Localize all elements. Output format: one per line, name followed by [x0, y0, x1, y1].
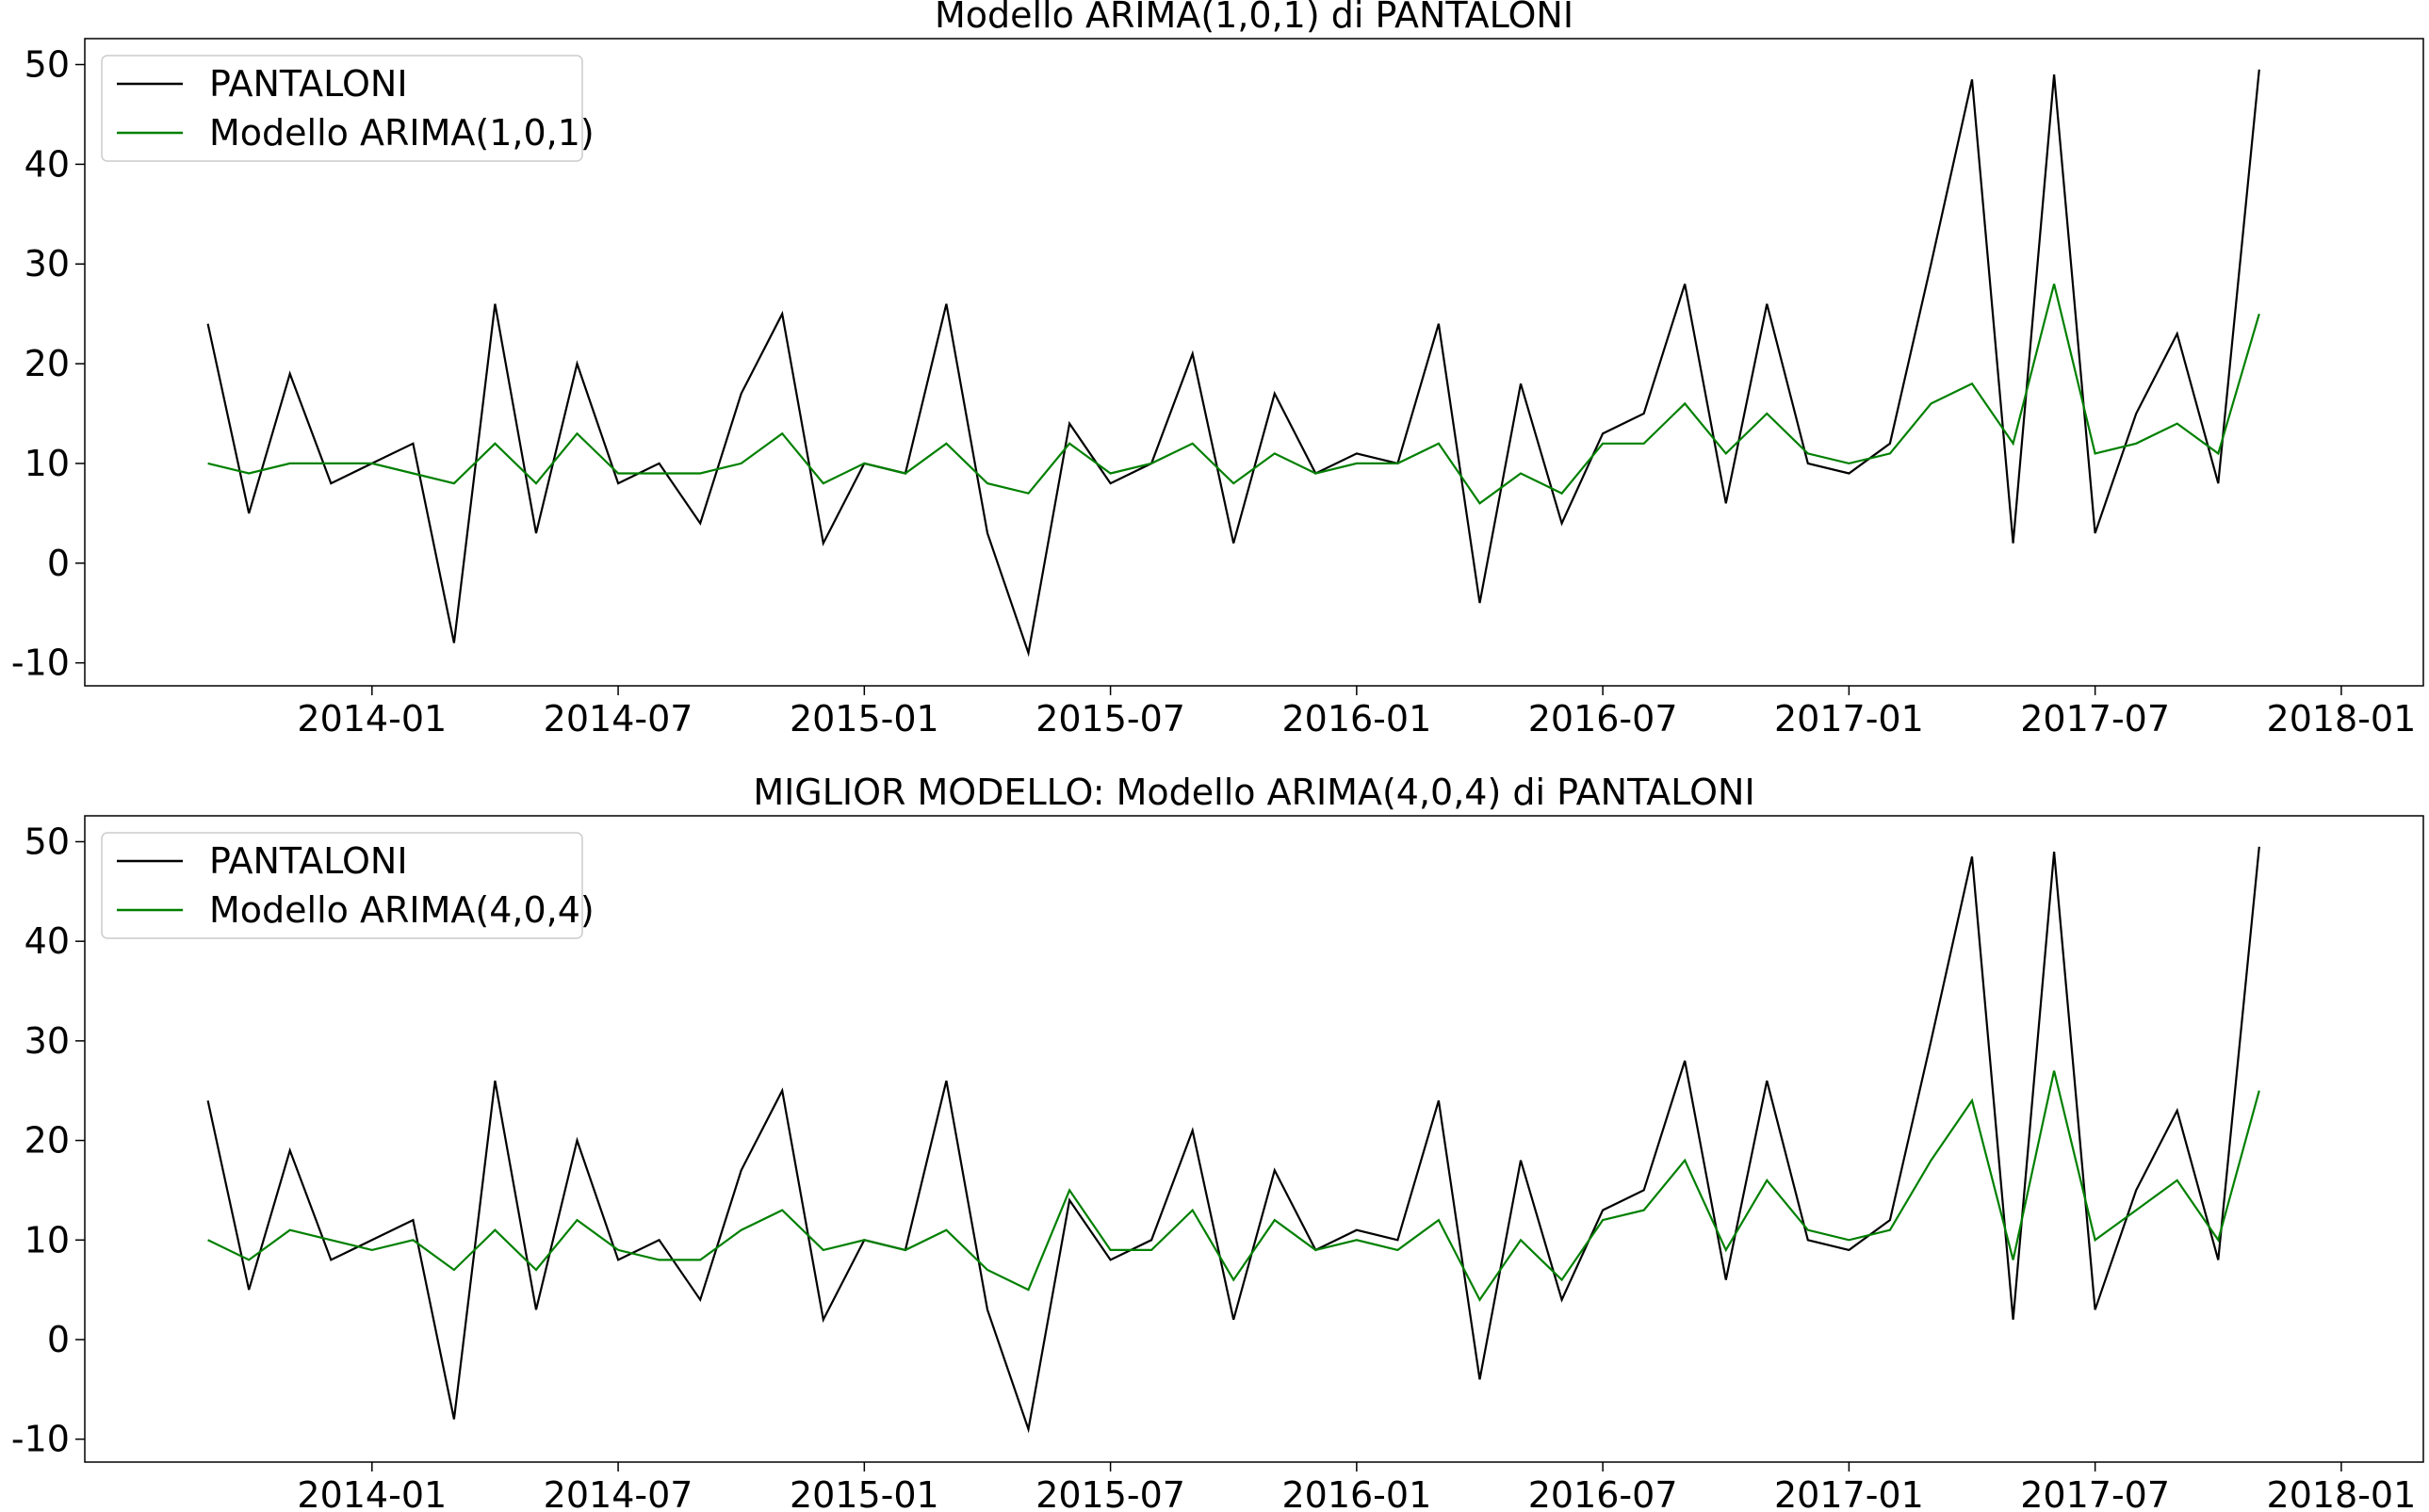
x-tick-label: 2018-01: [2267, 698, 2417, 740]
y-tick-label: 10: [24, 443, 70, 484]
y-tick-label: 40: [24, 920, 70, 962]
x-tick-label: 2016-01: [1281, 1474, 1431, 1508]
plot-frame: [84, 815, 2424, 1463]
x-tick-label: 2016-01: [1281, 698, 1431, 740]
y-tick-label: 40: [24, 143, 70, 185]
y-tick-label: 0: [47, 543, 70, 584]
y-tick-label: -10: [11, 1419, 70, 1460]
plot-frame: [84, 38, 2424, 687]
y-tick-label: 30: [24, 1020, 70, 1062]
y-tick-label: 10: [24, 1219, 70, 1260]
x-tick-label: 2017-01: [1774, 698, 1924, 740]
y-tick-label: 50: [24, 821, 70, 862]
x-tick-label: 2015-01: [790, 1474, 939, 1508]
legend-label: PANTALONI: [209, 63, 408, 105]
x-tick-label: 2014-01: [297, 1474, 447, 1508]
x-tick-label: 2018-01: [2267, 1474, 2417, 1508]
y-tick-label: 20: [24, 1120, 70, 1162]
x-tick-label: 2015-07: [1035, 698, 1185, 740]
y-tick-label: 20: [24, 343, 70, 384]
x-tick-label: 2015-07: [1035, 1474, 1185, 1508]
legend-label: Modello ARIMA(1,0,1): [209, 112, 595, 154]
x-tick-label: 2017-07: [2020, 1474, 2170, 1508]
y-tick-label: 50: [24, 44, 70, 86]
series-line: [207, 1070, 2260, 1302]
x-tick-label: 2014-07: [544, 698, 693, 740]
x-tick-label: 2017-01: [1774, 1474, 1924, 1508]
legend-label: Modello ARIMA(4,0,4): [209, 889, 595, 931]
x-tick-label: 2016-07: [1528, 698, 1678, 740]
y-tick-label: 0: [47, 1319, 70, 1360]
x-tick-label: 2014-01: [297, 698, 447, 740]
x-tick-label: 2016-07: [1528, 1474, 1678, 1508]
series-line: [207, 284, 2260, 505]
x-tick-label: 2015-01: [790, 698, 939, 740]
chart-title: Modello ARIMA(1,0,1) di PANTALONI: [935, 0, 1573, 36]
x-tick-label: 2017-07: [2020, 698, 2170, 740]
series-line: [206, 69, 2260, 658]
legend-label: PANTALONI: [209, 840, 408, 882]
x-tick-label: 2014-07: [544, 1474, 693, 1508]
legend-box: [101, 832, 583, 939]
y-tick-label: 30: [24, 243, 70, 285]
legend-box: [101, 55, 583, 162]
chart-title: MIGLIOR MODELLO: Modello ARIMA(4,0,4) di…: [753, 772, 1754, 813]
y-tick-label: -10: [11, 642, 70, 684]
